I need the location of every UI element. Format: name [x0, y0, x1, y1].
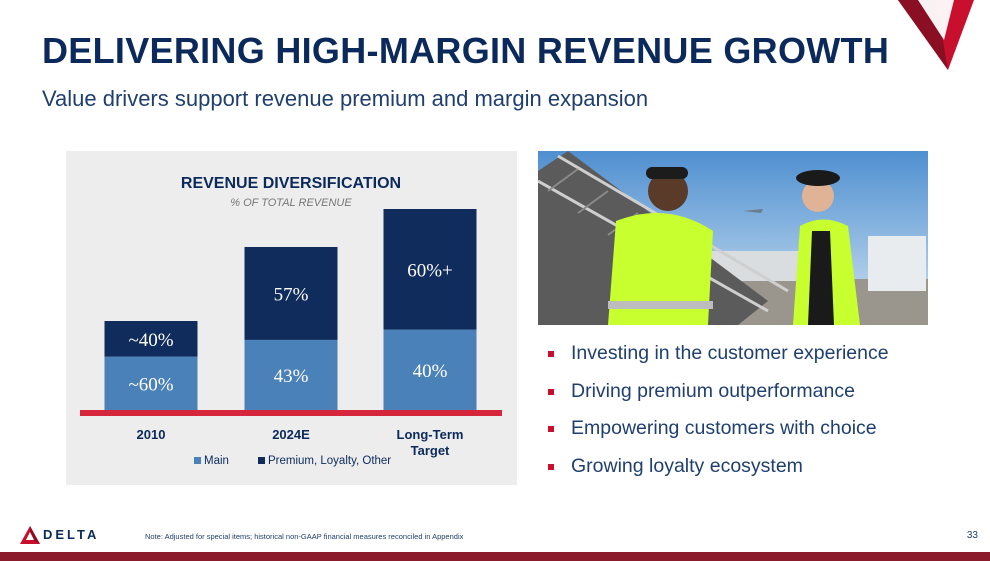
data-label-premium-1: 57%	[274, 284, 309, 305]
bottom-brand-bar	[0, 552, 990, 561]
page-subtitle: Value drivers support revenue premium an…	[42, 86, 649, 111]
revenue-diversification-chart: REVENUE DIVERSIFICATION % OF TOTAL REVEN…	[66, 151, 517, 485]
data-label-premium-0: ~40%	[128, 330, 173, 351]
legend-swatch-0	[194, 457, 201, 464]
delta-corner-logo-icon	[898, 0, 974, 70]
delta-widget-icon	[20, 526, 40, 544]
red-square-bullet-icon	[548, 463, 554, 470]
x-tick-label-2: Long-Term	[397, 427, 464, 442]
data-label-premium-2: 60%+	[407, 260, 453, 281]
chart-svg: REVENUE DIVERSIFICATION % OF TOTAL REVEN…	[80, 175, 502, 467]
chart-baseline	[80, 410, 502, 416]
red-square-bullet-icon	[548, 388, 554, 395]
data-label-main-2: 40%	[413, 361, 448, 382]
footnote: Note: Adjusted for special items; histor…	[145, 532, 464, 541]
page-number: 33	[966, 530, 978, 541]
chart-subtitle: % OF TOTAL REVENUE	[230, 197, 352, 209]
bullet-text: Empowering customers with choice	[571, 417, 877, 439]
x-tick-label-0: 2010	[137, 427, 166, 442]
bar-premium-2	[383, 209, 477, 330]
bar-main-1	[244, 339, 338, 410]
x-tick-label-1: 2024E	[272, 427, 310, 442]
bullet-item: Driving premium outperformance	[546, 380, 889, 418]
delta-footer-logo: DELTA	[20, 525, 120, 545]
employees-photo	[538, 151, 928, 325]
bar-premium-0	[104, 321, 198, 357]
legend-swatch-1	[258, 457, 265, 464]
red-square-bullet-icon	[548, 426, 554, 432]
legend-label-1: Premium, Loyalty, Other	[268, 455, 391, 467]
bar-premium-1	[244, 247, 338, 340]
delta-wordmark: DELTA	[43, 527, 100, 542]
bar-group: ~60% ~40% 43% 57% 40% 60%+	[104, 209, 477, 410]
data-label-main-1: 43%	[274, 366, 309, 387]
bullet-item: Investing in the customer experience	[546, 342, 889, 380]
data-label-main-0: ~60%	[128, 374, 173, 395]
bullet-item: Empowering customers with choice	[546, 417, 889, 455]
photo-illustration	[538, 151, 928, 325]
bar-main-2	[383, 329, 477, 410]
bullet-text: Driving premium outperformance	[571, 379, 855, 402]
page-title: DELIVERING HIGH-MARGIN REVENUE GROWTH	[42, 30, 890, 71]
chart-title: REVENUE DIVERSIFICATION	[181, 175, 401, 192]
chart-legend: Main Premium, Loyalty, Other	[194, 455, 391, 467]
bullet-item: Growing loyalty ecosystem	[546, 455, 889, 493]
x-tick-label-2-line2: Target	[411, 443, 450, 458]
legend-label-0: Main	[204, 455, 229, 467]
red-square-bullet-icon	[548, 351, 554, 357]
bullet-text: Investing in the customer experience	[571, 342, 889, 364]
bullet-text: Growing loyalty ecosystem	[571, 454, 803, 477]
value-drivers-list: Investing in the customer experience Dri…	[546, 342, 889, 492]
bar-main-0	[104, 356, 198, 410]
